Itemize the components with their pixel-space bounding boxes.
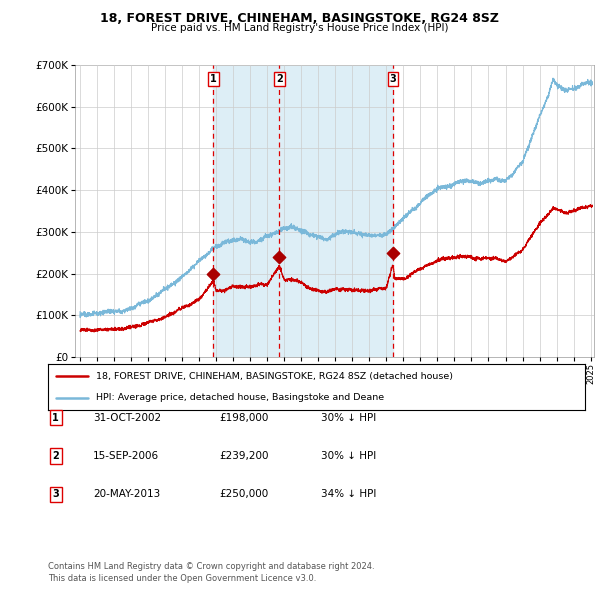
- Text: £250,000: £250,000: [219, 490, 268, 499]
- Text: 18, FOREST DRIVE, CHINEHAM, BASINGSTOKE, RG24 8SZ (detached house): 18, FOREST DRIVE, CHINEHAM, BASINGSTOKE,…: [97, 372, 454, 381]
- Text: 34% ↓ HPI: 34% ↓ HPI: [321, 490, 376, 499]
- Point: [275, 253, 284, 262]
- Text: 30% ↓ HPI: 30% ↓ HPI: [321, 451, 376, 461]
- Text: 1: 1: [52, 413, 59, 422]
- Text: 31-OCT-2002: 31-OCT-2002: [93, 413, 161, 422]
- Text: 3: 3: [52, 490, 59, 499]
- Text: 30% ↓ HPI: 30% ↓ HPI: [321, 413, 376, 422]
- Bar: [280, 65, 393, 357]
- Text: £198,000: £198,000: [219, 413, 268, 422]
- Text: 20-MAY-2013: 20-MAY-2013: [93, 490, 160, 499]
- Bar: [214, 65, 280, 357]
- Text: 18, FOREST DRIVE, CHINEHAM, BASINGSTOKE, RG24 8SZ: 18, FOREST DRIVE, CHINEHAM, BASINGSTOKE,…: [101, 12, 499, 25]
- Text: 2: 2: [52, 451, 59, 461]
- Text: 2: 2: [276, 74, 283, 84]
- Text: HPI: Average price, detached house, Basingstoke and Deane: HPI: Average price, detached house, Basi…: [97, 393, 385, 402]
- Text: 3: 3: [389, 74, 396, 84]
- Point: [209, 270, 218, 279]
- Text: £239,200: £239,200: [219, 451, 269, 461]
- Point: [388, 248, 398, 257]
- Text: Contains HM Land Registry data © Crown copyright and database right 2024.
This d: Contains HM Land Registry data © Crown c…: [48, 562, 374, 583]
- Text: 1: 1: [210, 74, 217, 84]
- Text: 15-SEP-2006: 15-SEP-2006: [93, 451, 159, 461]
- Text: Price paid vs. HM Land Registry's House Price Index (HPI): Price paid vs. HM Land Registry's House …: [151, 23, 449, 33]
